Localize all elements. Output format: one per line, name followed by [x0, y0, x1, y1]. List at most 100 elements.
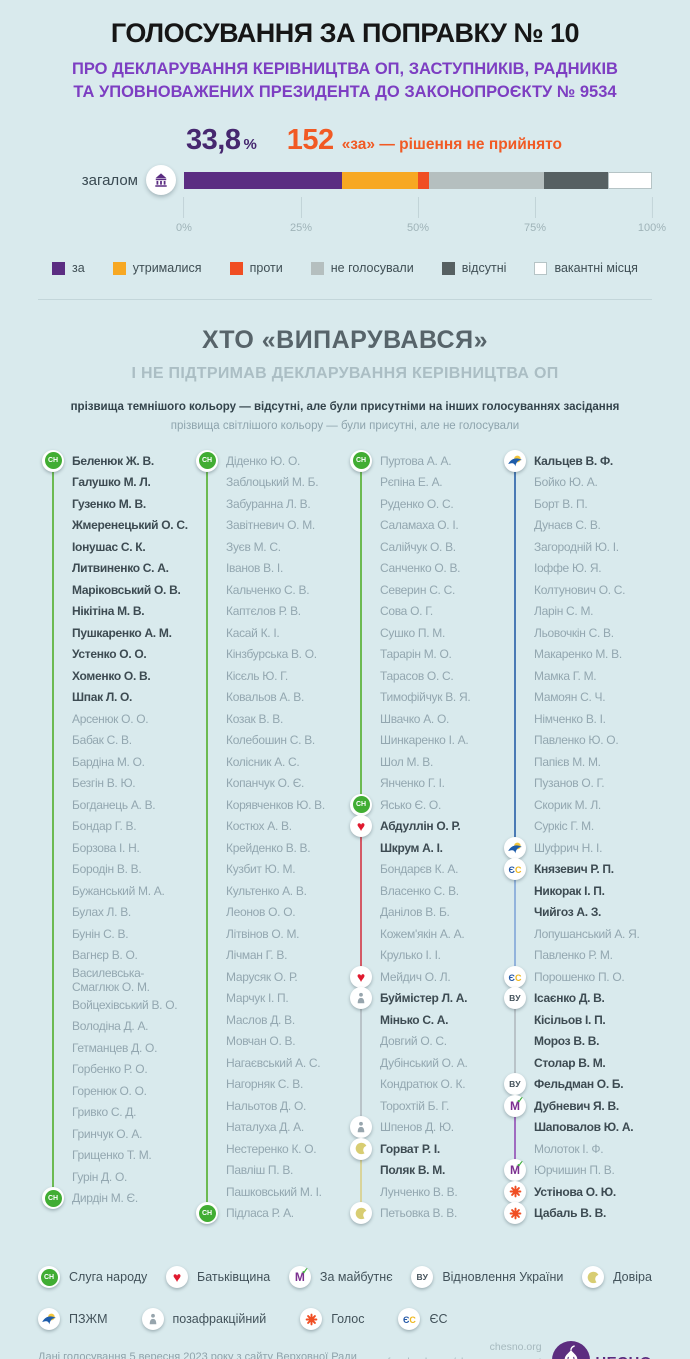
vote-legend-item-za: за [52, 261, 85, 275]
mp-row: Павленко Р. М. [500, 944, 652, 966]
footer: Дані голосування 5 вересня 2023 року з с… [38, 1340, 652, 1359]
mp-name: Козак В. В. [226, 711, 283, 726]
faction-line-cell [38, 1123, 68, 1145]
mp-row: ♥ Мейдич О. Л. [346, 965, 498, 988]
mp-row: Кінзбурська В. О. [192, 643, 344, 665]
faction-line-cell [192, 471, 222, 493]
mp-name: Загородній Ю. І. [534, 539, 619, 554]
pzzhm-icon [504, 836, 526, 859]
faction-line-cell [192, 944, 222, 966]
faction-line-cell [192, 686, 222, 708]
faction-line-cell [346, 858, 376, 880]
mp-name: Діденко Ю. О. [226, 453, 301, 468]
axis-tick: 25% [290, 197, 312, 234]
mp-name: Буймістер Л. А. [380, 991, 468, 1006]
faction-line-cell [192, 665, 222, 687]
mp-name: Рєпіна Е. А. [380, 475, 443, 490]
mp-name: Янченко Г. І. [380, 776, 445, 791]
contact-links: chesno.orgfacebook.com/chesno.movement+3… [388, 1340, 542, 1359]
mp-name: Марчук І. П. [226, 991, 289, 1006]
mp-row: ВУ Ісаєнко Д. В. [500, 987, 652, 1010]
mp-row: Папієв М. М. [500, 751, 652, 773]
party-legend-row-2: ПЗЖМ позафракційний Голос ЄС ЄС [38, 1308, 652, 1330]
faction-line-cell [192, 1009, 222, 1031]
mp-name: Столар В. М. [534, 1055, 606, 1070]
mp-name: Марусяк О. Р. [226, 969, 298, 984]
percent-sign: % [243, 136, 257, 153]
party-label: позафракційний [172, 1312, 267, 1326]
mp-row: Безгін В. Ю. [38, 772, 190, 794]
mp-row: Крейденко В. В. [192, 837, 344, 859]
mp-row: Володіна Д. А. [38, 1015, 190, 1037]
faction-line-cell [192, 751, 222, 773]
mp-name: Мовчан О. В. [226, 1034, 296, 1049]
batkivshchyna-icon: ♥ [350, 965, 372, 988]
mp-name: Жмеренецький О. С. [72, 518, 188, 533]
faction-line-cell [38, 751, 68, 773]
vote-legend-item-vidsutni: відсутні [441, 261, 506, 275]
faction-line-cell [346, 1159, 376, 1181]
faction-line-cell [500, 557, 530, 579]
mp-row: Саламаха О. І. [346, 514, 498, 536]
party-legend-item-dovira: Довіра [582, 1266, 652, 1288]
faction-line-cell [38, 1101, 68, 1123]
mp-columns: СН Беленюк Ж. В. Галушко М. Л. Гузенко М. В… [38, 449, 652, 1225]
mp-row: Борт В. П. [500, 493, 652, 515]
mp-name: Маслов Д. В. [226, 1012, 295, 1027]
chesno-logo-icon [551, 1341, 590, 1359]
mp-row: Гурін Д. О. [38, 1166, 190, 1188]
mp-row: Тимофійчук В. Я. [346, 686, 498, 708]
mp-row: Бойко Ю. А. [500, 471, 652, 493]
sluha-narodu-icon: СН [196, 1202, 218, 1225]
mp-row: Устінова О. Ю. [500, 1180, 652, 1203]
mp-name: Мамоян С. Ч. [534, 690, 606, 705]
mp-name: Льовочкін С. В. [534, 625, 614, 640]
faction-line-cell [500, 1138, 530, 1160]
faction-line-cell [192, 923, 222, 945]
faction-line-cell [500, 751, 530, 773]
dovira-icon [350, 1137, 372, 1160]
faction-line-cell [192, 815, 222, 837]
mp-name: Бородін В. В. [72, 862, 142, 877]
mp-row: Мороз В. В. [500, 1030, 652, 1052]
mp-row: Заблоцький М. Б. [192, 471, 344, 493]
party-label: Слуга народу [69, 1270, 148, 1284]
mp-name: Никорак І. П. [534, 883, 605, 898]
mp-name: Підласа Р. А. [226, 1206, 294, 1221]
mp-row: Хоменко О. В. [38, 665, 190, 687]
faction-line-cell [192, 1181, 222, 1203]
mp-row: Шпенов Д. Ю. [346, 1116, 498, 1139]
mp-name: Лічман Г. В. [226, 948, 288, 963]
mp-row: Бабак С. В. [38, 729, 190, 751]
yes-icon: ЄС [398, 1308, 421, 1330]
faction-line-cell [500, 493, 530, 515]
faction-line-cell: ВУ [500, 987, 530, 1010]
faction-line-cell [346, 1181, 376, 1203]
mp-name: Фельдман О. Б. [534, 1077, 624, 1092]
mp-name: Маріковський О. В. [72, 582, 181, 597]
faction-line-cell [346, 643, 376, 665]
mp-row: Лунченко В. В. [346, 1181, 498, 1203]
mp-name: Каптєлов Р. В. [226, 604, 301, 619]
mp-row: Лічман Г. В. [192, 944, 344, 966]
faction-line-cell [192, 643, 222, 665]
party-legend-item-batk: ♥ Батьківщина [166, 1266, 270, 1288]
mp-name: Арсенюк О. О. [72, 711, 149, 726]
faction-line-cell [38, 901, 68, 923]
mp-name: Кожем'якін А. А. [380, 926, 465, 941]
mp-row: Ковальов А. В. [192, 686, 344, 708]
party-label: Довіра [613, 1270, 652, 1284]
mp-name: Бабак С. В. [72, 733, 132, 748]
faction-line-cell: ♥ [346, 815, 376, 838]
mp-name: Кінзбурська В. О. [226, 647, 317, 662]
mp-name: Бойко Ю. А. [534, 475, 598, 490]
mp-name: Борзова І. Н. [72, 840, 140, 855]
mp-name: Володіна Д. А. [72, 1019, 149, 1034]
mp-name: Горенюк О. О. [72, 1083, 147, 1098]
legend-label: вакантні місця [554, 261, 638, 275]
za-maibutne-icon: М ✓ [504, 1159, 526, 1182]
mp-name: Колебошин С. В. [226, 733, 315, 748]
mp-row: Поляк В. М. [346, 1159, 498, 1181]
faction-line-cell [192, 837, 222, 859]
